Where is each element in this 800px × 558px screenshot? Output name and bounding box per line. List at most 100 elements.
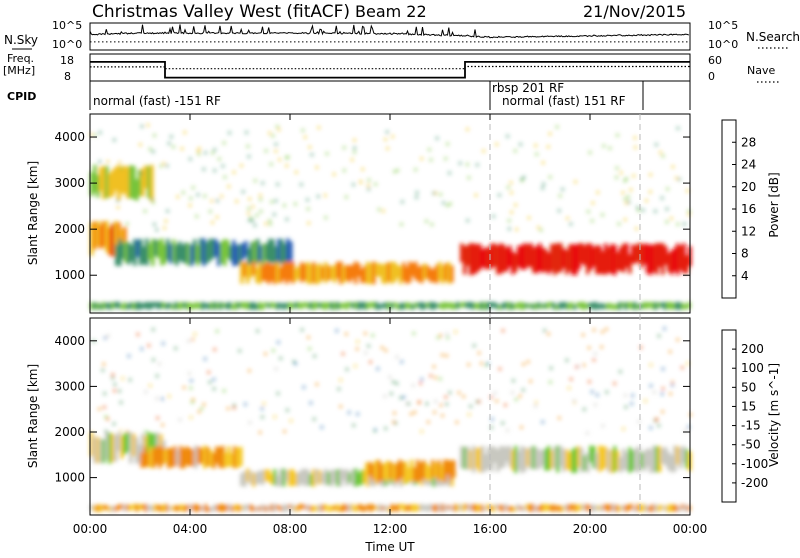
vel-fill-cell-4	[613, 446, 617, 472]
vel-fill-cell-4	[586, 452, 590, 473]
power-fill-cell-3	[336, 261, 340, 279]
power-fill-scatter	[324, 194, 327, 197]
vel-fill-cell-5	[159, 505, 163, 512]
vel-fill-scatter	[543, 329, 546, 332]
vel-fill-cell-1	[230, 453, 234, 467]
vel-fill-scatter	[227, 407, 230, 410]
vel-fill-scatter	[294, 362, 297, 365]
power-fill-scatter	[559, 194, 562, 198]
power-fill-cell-2	[124, 241, 128, 263]
vel-fill-scatter	[478, 351, 481, 355]
power-fill-scatter	[283, 204, 286, 207]
power-fill-scatter	[515, 228, 518, 231]
vel-fill-cell-0	[147, 432, 151, 463]
vel-fill-cell-2	[354, 468, 358, 487]
power-fill-cell-5	[558, 302, 562, 310]
vel-fill-scatter	[307, 336, 310, 339]
vel-fill-cell-1	[146, 452, 150, 467]
vel-fill-cell-5	[591, 504, 595, 512]
power-fill-cell-2	[211, 238, 215, 259]
vel-fill-cell-2	[264, 469, 268, 482]
power-fill-cell-2	[232, 240, 236, 266]
cpid-segment-3: normal (fast) 151 RF	[502, 94, 626, 108]
power-fill-cell-3	[246, 264, 250, 284]
power-fill-cell-4	[526, 244, 530, 267]
power-fill-cell-5	[114, 301, 118, 308]
vel-fill-cell-5	[528, 504, 532, 512]
power-fill-cell-5	[516, 302, 520, 308]
power-fill-cell-5	[90, 302, 94, 310]
power-fill-cell-4	[601, 251, 605, 275]
vel-fill-cell-4	[529, 446, 533, 469]
vel-fill-cell-5	[396, 504, 400, 512]
vel-fill-scatter	[565, 359, 568, 362]
power-fill-scatter	[687, 213, 690, 216]
power-fill-scatter	[181, 147, 184, 150]
vel-fill-cell-4	[664, 447, 668, 466]
vel-fill-cell-0	[102, 439, 106, 463]
vel-fill-scatter	[681, 366, 684, 369]
vel-fill-scatter	[103, 392, 106, 395]
vel-fill-cell-2	[315, 469, 319, 484]
vel-fill-scatter	[498, 367, 501, 371]
vel-fill-scatter	[494, 391, 496, 395]
vel-fill-scatter	[541, 420, 544, 424]
power-fill-scatter	[556, 125, 559, 129]
power-fill-scatter	[634, 146, 637, 149]
vel-fill-scatter	[156, 374, 159, 378]
vel-fill-cell-5	[540, 504, 544, 512]
vel-fill-cell-5	[348, 504, 352, 512]
vel-fill-cell-5	[408, 504, 412, 512]
vel-fill-scatter	[348, 411, 351, 414]
vel-fill-cell-4	[610, 449, 614, 473]
power-fill-cell-5	[609, 303, 613, 309]
vel-fill-cell-5	[462, 504, 466, 512]
vel-fill-cell-5	[120, 504, 124, 510]
power-fill-cell-3	[261, 265, 265, 281]
power-fill-scatter	[227, 185, 230, 188]
power-fill-cell-5	[345, 302, 349, 310]
power-fill-scatter	[152, 150, 155, 153]
vel-fill-cell-3	[440, 464, 444, 481]
vel-fill-cell-2	[369, 472, 373, 486]
vel-fill-scatter	[445, 402, 448, 406]
vel-fill-scatter	[676, 338, 679, 341]
y-tick-label: 3000	[54, 379, 85, 393]
vel-fill-scatter	[376, 367, 379, 370]
vel-fill-cell-0	[99, 438, 103, 464]
power-fill-cell-4	[652, 244, 656, 273]
vel-fill-cell-1	[191, 449, 195, 467]
vel-fill-cell-4	[469, 450, 473, 470]
power-fill-cell-5	[339, 303, 343, 309]
power-fill-cell-2	[277, 238, 281, 266]
vel-fill-scatter	[650, 384, 652, 388]
power-fill-cell-5	[540, 304, 544, 309]
power-fill-scatter	[352, 183, 355, 186]
vel-fill-cell-3	[392, 463, 396, 482]
vel-fill-scatter	[104, 336, 107, 340]
vel-fill-cell-0	[138, 444, 142, 463]
vel-fill-scatter	[420, 430, 423, 433]
vel-fill-scatter	[273, 415, 276, 419]
power-fill-cell-3	[327, 265, 331, 281]
vel-fill-cell-3	[437, 460, 441, 482]
vel-fill-scatter	[191, 338, 194, 341]
power-fill-cell-3	[303, 263, 307, 281]
x-tick-label: 00:00	[73, 522, 108, 536]
power-fill-cell-4	[571, 244, 575, 275]
power-fill-cell-3	[276, 261, 280, 283]
vel-fill-scatter	[129, 378, 132, 382]
power-fill-cell-5	[99, 303, 103, 310]
plot-title: Christmas Valley West (fitACF)	[92, 2, 350, 22]
power-fill-scatter	[629, 188, 632, 192]
vel-fill-cell-5	[417, 504, 421, 511]
power-fill-scatter	[285, 218, 288, 221]
vel-fill-cell-5	[237, 504, 241, 512]
vel-fill-scatter	[111, 373, 114, 377]
vel-fill-cell-5	[315, 505, 319, 512]
vel-fill-cell-5	[324, 504, 328, 510]
vel-fill-scatter	[198, 410, 201, 413]
power-fill-scatter	[121, 192, 124, 195]
vel-fill-cell-5	[420, 504, 424, 512]
power-fill-cell-5	[600, 303, 604, 309]
